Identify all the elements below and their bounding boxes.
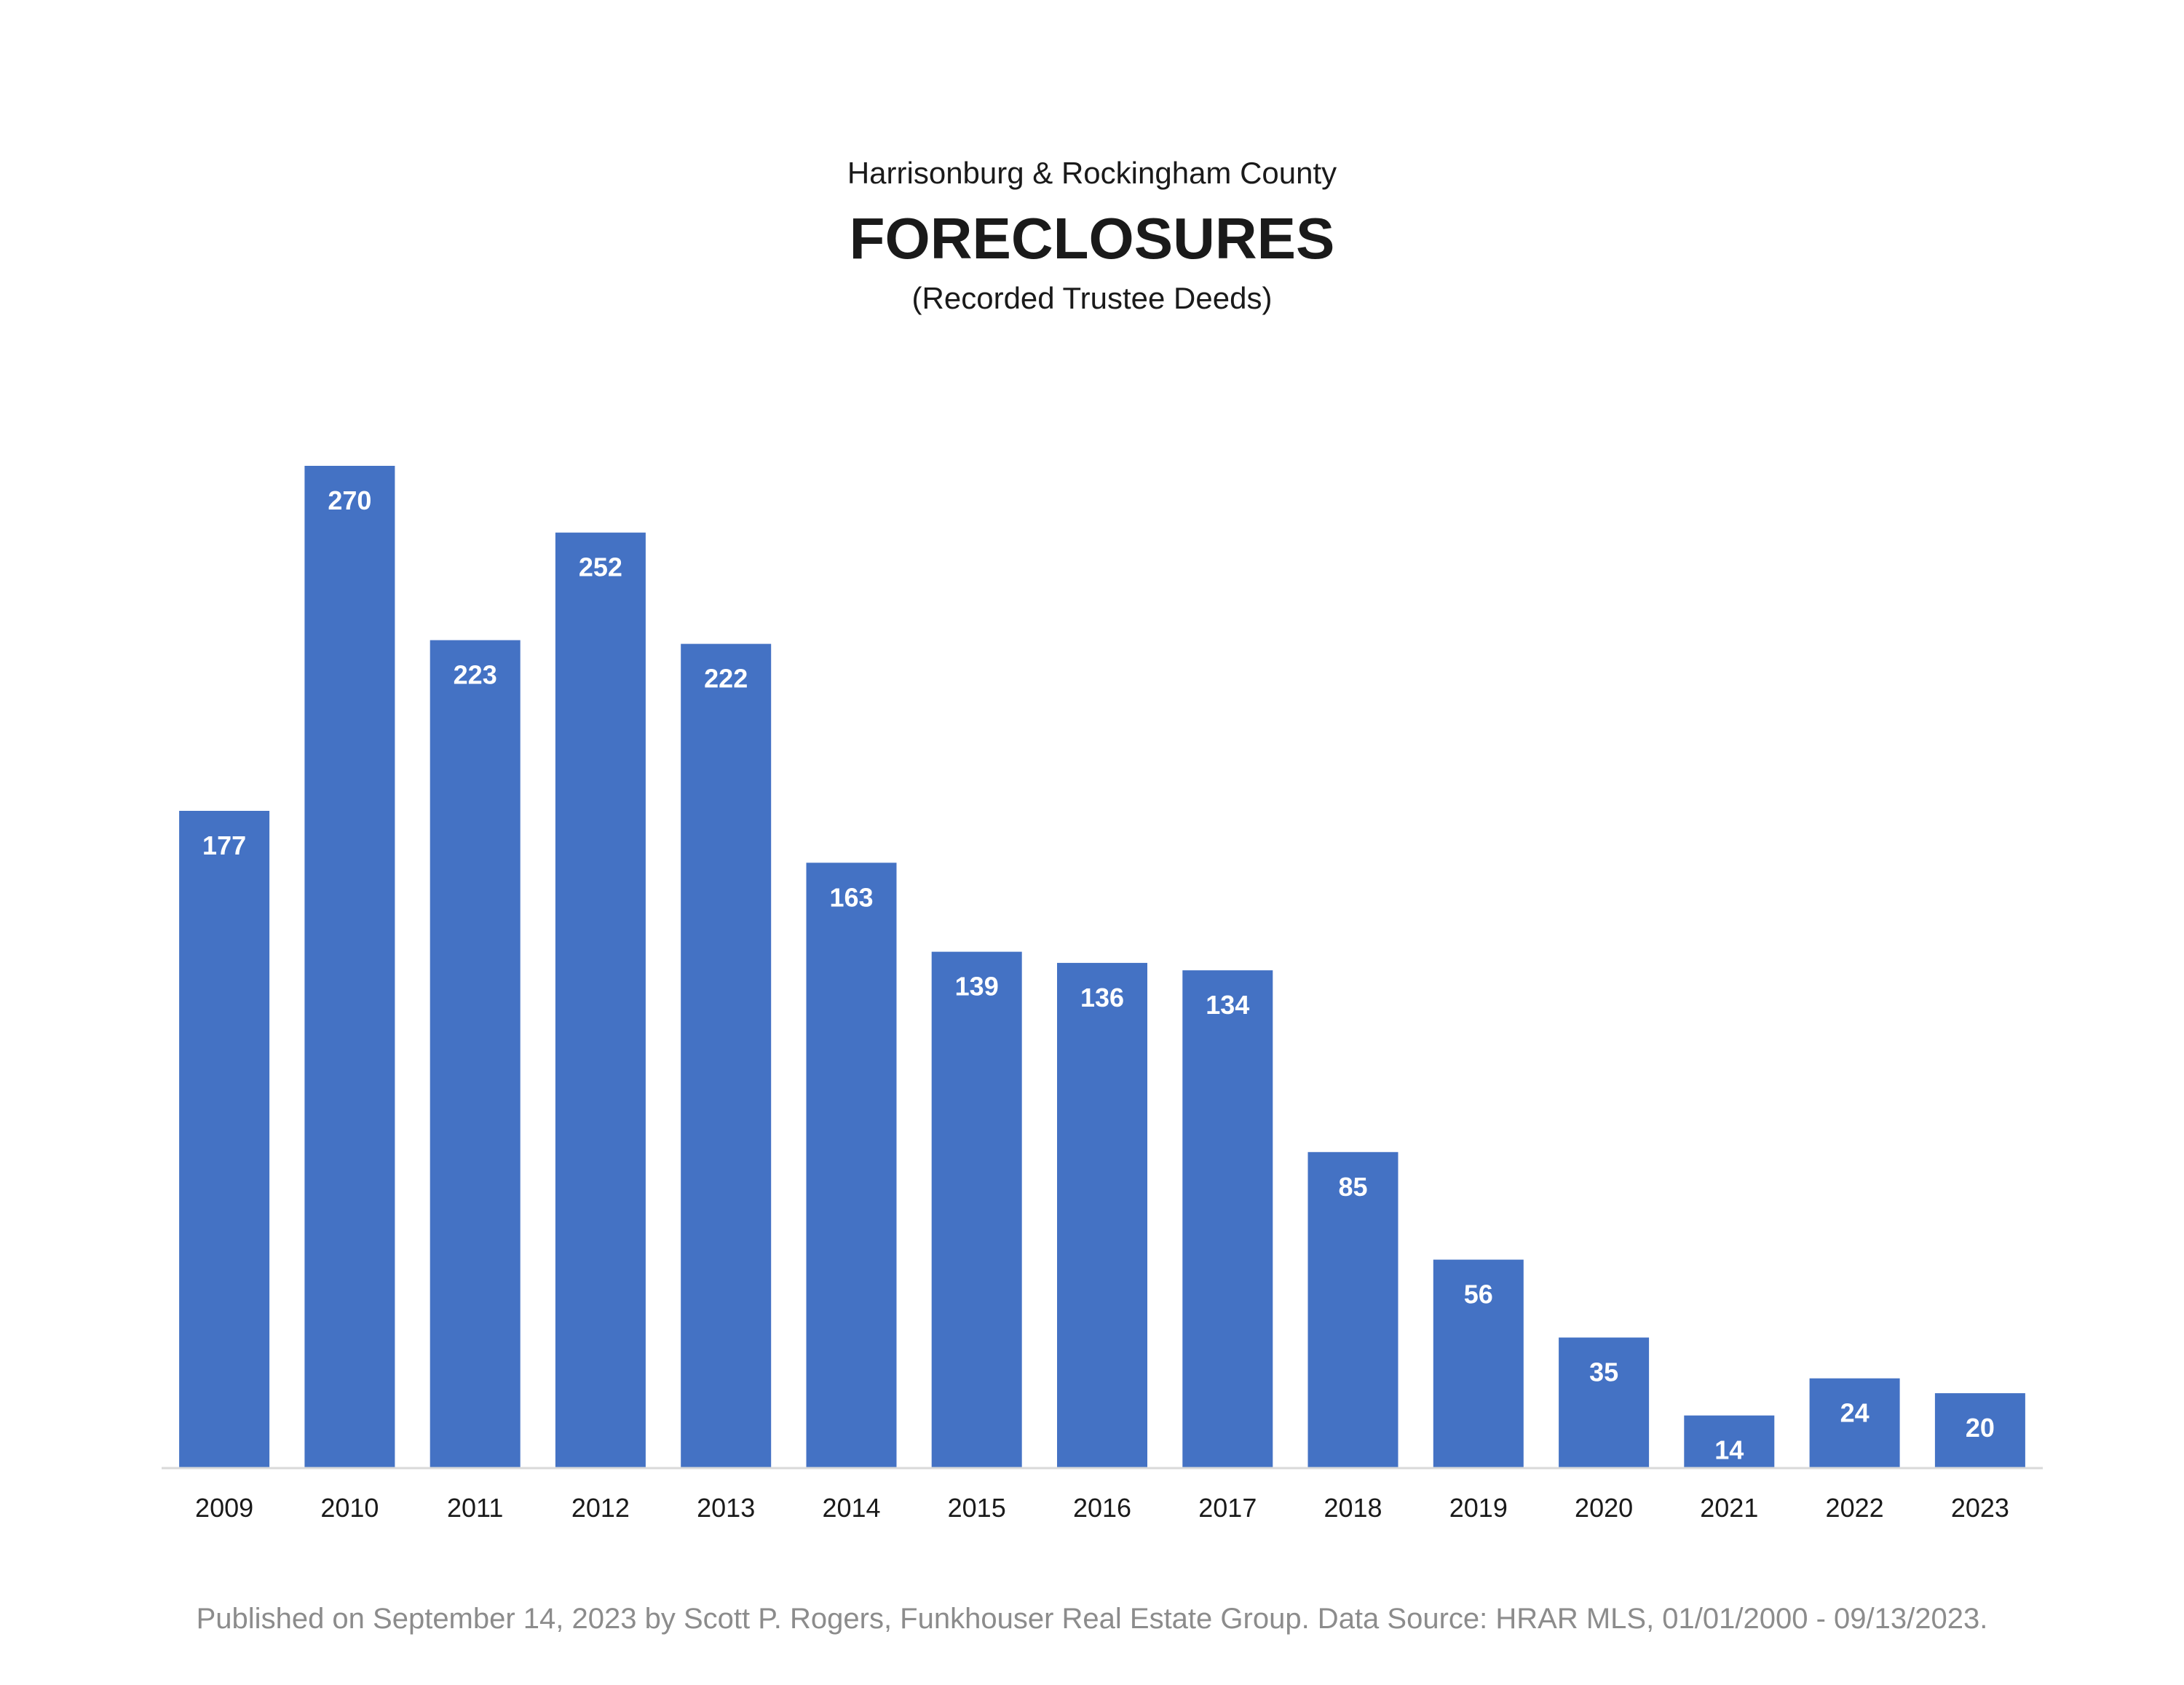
x-tick-label-2016: 2016 (1073, 1493, 1131, 1523)
data-label-2009: 177 (202, 830, 246, 860)
chart-subtitle: Harrisonburg & Rockingham County (847, 156, 1337, 190)
data-label-2023: 20 (1966, 1413, 1995, 1443)
bar-2022 (1809, 1378, 1900, 1467)
bar-2016 (1057, 962, 1147, 1467)
x-tick-label-2023: 2023 (1951, 1493, 2009, 1523)
x-tick-label-2010: 2010 (320, 1493, 379, 1523)
data-label-2010: 270 (328, 485, 371, 515)
bar-2011 (430, 640, 521, 1467)
data-label-2011: 223 (454, 660, 497, 690)
data-label-2017: 134 (1206, 990, 1249, 1020)
data-label-2020: 35 (1589, 1357, 1618, 1387)
bar-2012 (555, 532, 646, 1468)
data-label-2012: 252 (579, 552, 622, 582)
bar-series (179, 466, 2025, 1468)
bar-2013 (681, 643, 772, 1467)
bar-2014 (806, 863, 897, 1467)
x-tick-label-2021: 2021 (1700, 1493, 1758, 1523)
x-tick-label-2019: 2019 (1449, 1493, 1508, 1523)
bar-2015 (931, 951, 1022, 1467)
bar-2020 (1559, 1337, 1650, 1467)
x-tick-label-2022: 2022 (1826, 1493, 1884, 1523)
bar-2009 (179, 811, 270, 1467)
x-tick-label-2018: 2018 (1324, 1493, 1382, 1523)
data-label-2013: 222 (704, 664, 748, 694)
source-footer: Published on September 14, 2023 by Scott… (196, 1603, 1988, 1635)
data-label-2014: 163 (829, 882, 873, 912)
data-label-2015: 139 (955, 972, 999, 1002)
bar-2018 (1307, 1151, 1398, 1467)
x-tick-label-2011: 2011 (447, 1493, 503, 1523)
x-tick-label-2013: 2013 (697, 1493, 755, 1523)
x-tick-label-2009: 2009 (195, 1493, 253, 1523)
chart-caption: (Recorded Trustee Deeds) (911, 281, 1273, 315)
data-label-2022: 24 (1840, 1398, 1870, 1428)
data-label-2016: 136 (1080, 983, 1124, 1012)
data-label-2019: 56 (1464, 1280, 1493, 1309)
bar-2017 (1182, 970, 1273, 1467)
bar-2021 (1684, 1415, 1775, 1467)
bar-2019 (1433, 1259, 1524, 1467)
x-axis-tick-labels: 2009 2010 2011 2012 2013 2014 2015 2016 2017 2018… (195, 1493, 2009, 1523)
x-tick-label-2014: 2014 (822, 1493, 880, 1523)
x-tick-label-2012: 2012 (571, 1493, 630, 1523)
x-tick-label-2015: 2015 (948, 1493, 1006, 1523)
bar-2023 (1934, 1393, 2025, 1467)
x-tick-label-2020: 2020 (1575, 1493, 1633, 1523)
bar-2010 (304, 466, 395, 1467)
chart-title: FORECLOSURES (849, 206, 1335, 271)
x-tick-label-2017: 2017 (1198, 1493, 1257, 1523)
data-label-2021: 14 (1714, 1435, 1744, 1465)
data-labels: 177 270 223 252 222 163 139 136 134 85 56 35 14 24 20 (202, 485, 1995, 1465)
data-label-2018: 85 (1338, 1172, 1367, 1202)
